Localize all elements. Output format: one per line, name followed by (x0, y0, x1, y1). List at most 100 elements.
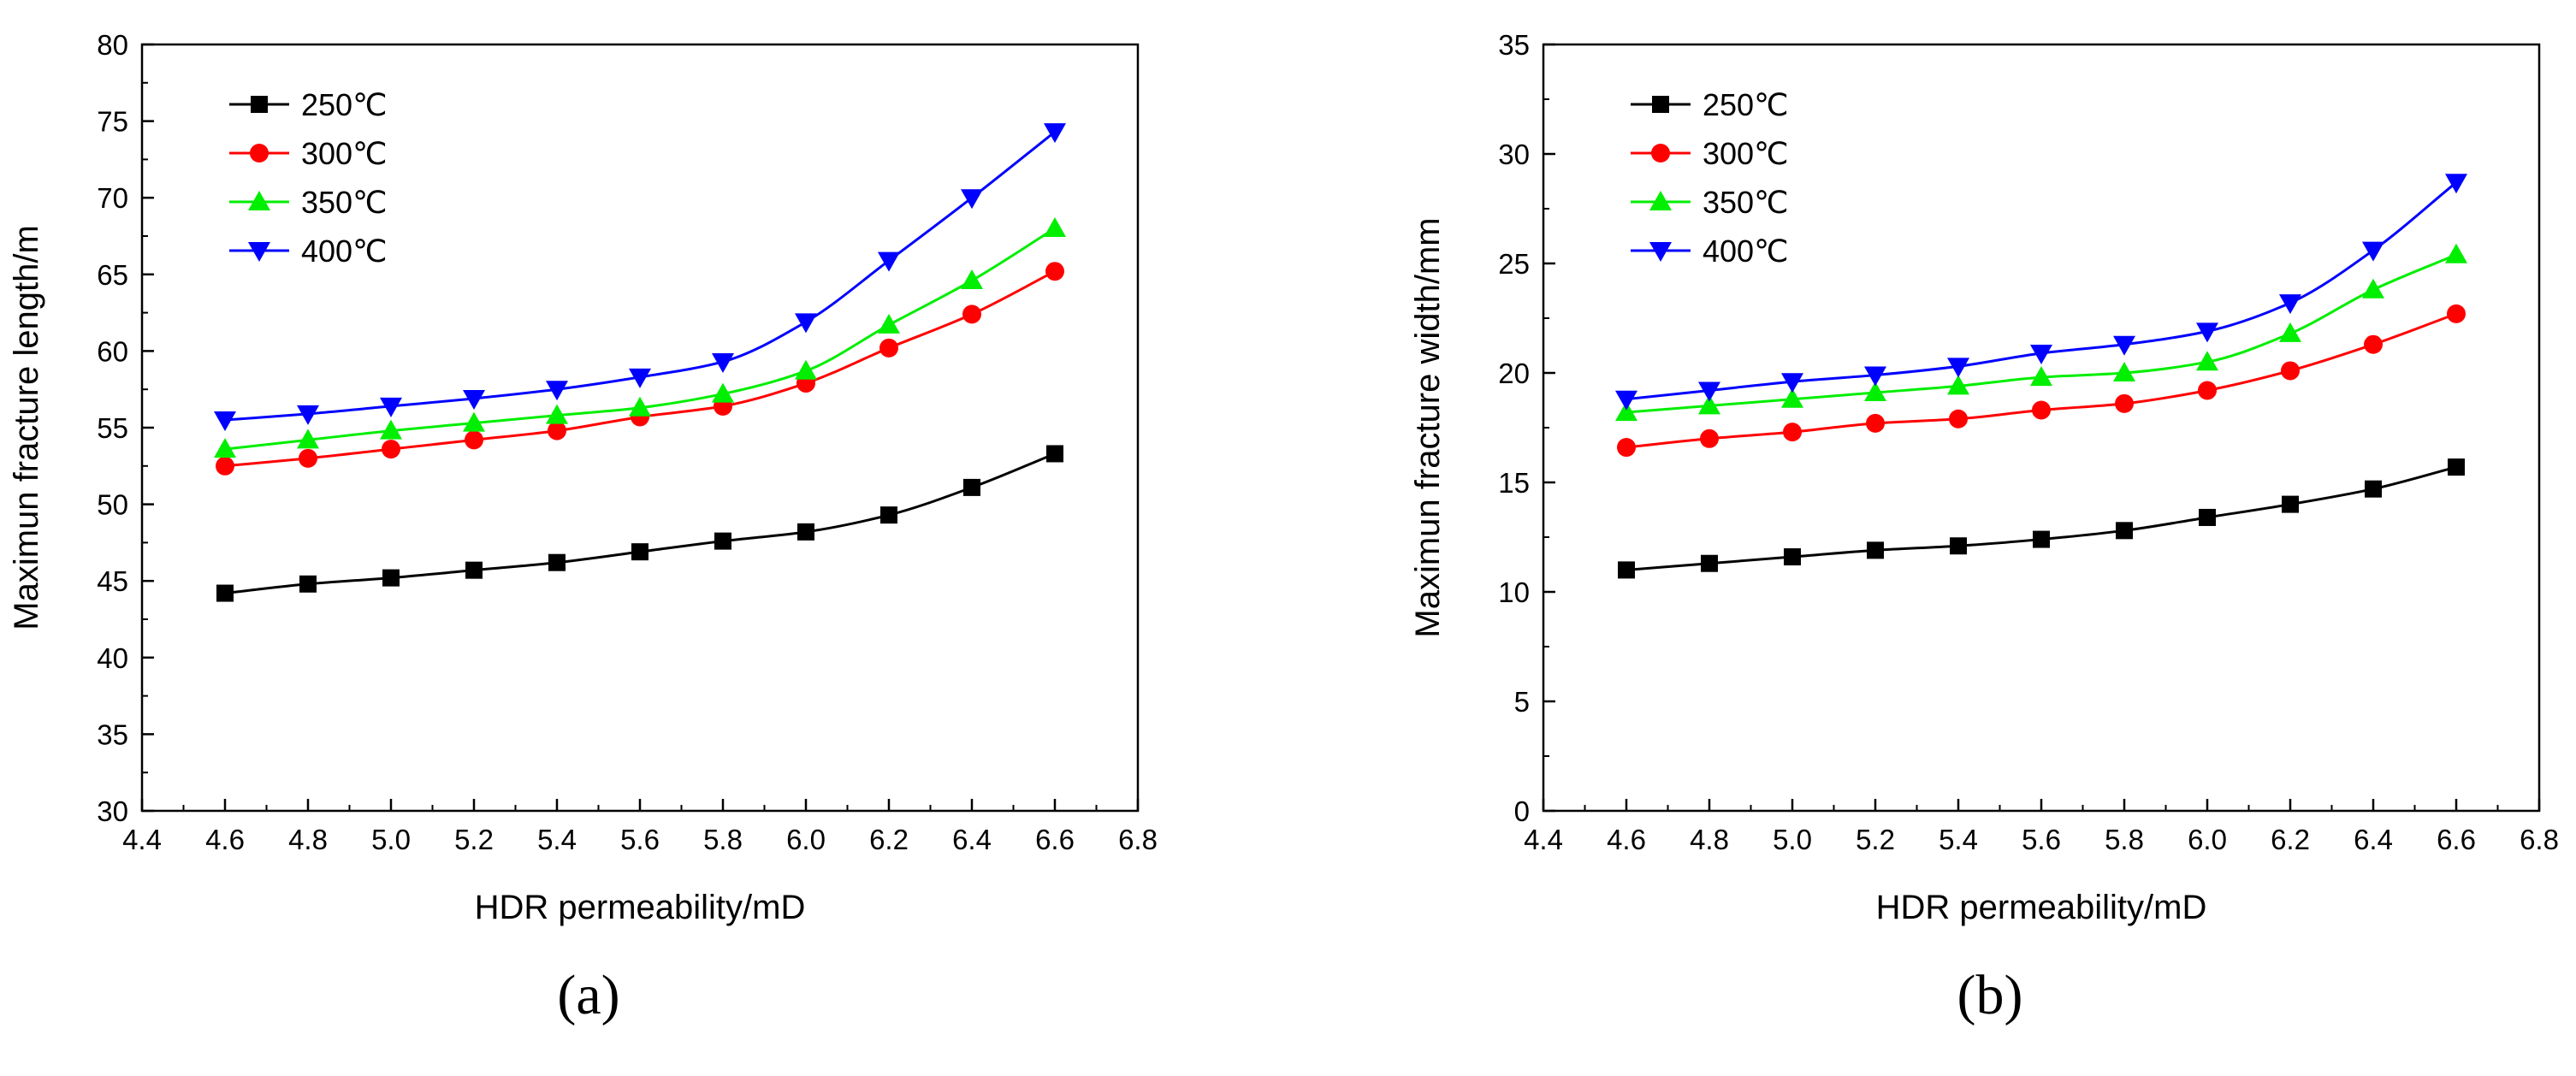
data-point (1045, 262, 1064, 281)
legend-label: 250℃ (1703, 87, 1789, 122)
data-point (1867, 541, 1884, 559)
data-point (629, 396, 651, 417)
data-point (961, 189, 983, 210)
data-point (2365, 480, 2382, 498)
x-tick-label: 5.0 (1773, 824, 1812, 855)
y-tick-label: 55 (97, 412, 128, 444)
data-point (2445, 174, 2467, 194)
x-tick-label: 5.2 (1856, 824, 1895, 855)
data-point (2033, 530, 2050, 548)
data-point (1700, 429, 1719, 448)
y-tick-label: 10 (1498, 576, 1530, 608)
x-tick-label: 6.8 (2520, 824, 2559, 855)
data-point (463, 389, 485, 410)
x-tick-label: 4.8 (288, 824, 328, 855)
data-point (546, 404, 568, 424)
data-point (631, 543, 648, 561)
x-tick-label: 4.4 (1524, 824, 1563, 855)
data-point (2448, 458, 2465, 476)
data-point (1947, 375, 1969, 395)
plot-frame (1542, 43, 2541, 813)
data-point (2199, 508, 2216, 526)
data-point (2030, 344, 2052, 364)
x-tick-label: 6.4 (952, 824, 992, 855)
data-point (1618, 561, 1635, 579)
legend-marker (1649, 191, 1672, 210)
data-point (961, 269, 983, 289)
chart-a: 4.4 4.6 4.8 5.0 5.2 5.4 5.6 5.8 6.0 6.2 6.4 6.6 6.8 3… (8, 29, 1158, 1026)
x-tick-label: 6.0 (786, 824, 826, 855)
data-point (1949, 409, 1968, 429)
data-point (2196, 322, 2218, 343)
data-point (1950, 537, 1967, 555)
data-point (878, 251, 900, 272)
series-triangle-up (1615, 243, 2467, 422)
legend: 250℃ 300℃ 350℃ 400℃ (229, 87, 388, 269)
data-point (216, 584, 234, 602)
panel-label: (b) (1957, 964, 2023, 1026)
data-point (1698, 394, 1720, 415)
data-point (2364, 334, 2383, 354)
data-point (1864, 366, 1886, 387)
series-line (1626, 465, 2457, 571)
data-point (214, 438, 236, 458)
data-point (299, 448, 317, 468)
data-point (2281, 361, 2300, 381)
data-point (879, 338, 898, 358)
data-point (2362, 278, 2384, 299)
data-point (2282, 495, 2299, 513)
data-point (548, 553, 566, 571)
series-line (224, 452, 1056, 595)
data-point (2362, 241, 2384, 262)
legend-marker (248, 191, 270, 210)
data-point (214, 411, 236, 432)
data-point (1698, 381, 1720, 402)
x-tick-label: 6.6 (1035, 824, 1075, 855)
data-point (1781, 387, 1803, 408)
data-point (297, 405, 319, 425)
series-line (224, 227, 1056, 451)
data-point (1615, 390, 1637, 411)
legend: 250℃ 300℃ 350℃ 400℃ (1631, 87, 1789, 269)
y-tick-label: 45 (97, 565, 128, 597)
legend-marker (1649, 242, 1672, 262)
x-tick-label: 5.0 (371, 824, 411, 855)
data-point (297, 429, 319, 449)
data-point (962, 304, 981, 324)
data-point (465, 430, 483, 450)
data-point (1701, 554, 1718, 572)
data-point (216, 456, 234, 476)
x-axis-label: HDR permeability/mD (1876, 889, 2207, 926)
data-point (2113, 335, 2135, 356)
data-point (797, 523, 814, 541)
legend-label: 350℃ (1703, 185, 1789, 220)
y-tick-label: 60 (97, 335, 128, 367)
y-tick-label: 30 (1498, 139, 1530, 170)
legend-label: 400℃ (301, 234, 388, 269)
legend-marker (250, 144, 269, 163)
y-tick-label: 5 (1514, 686, 1530, 718)
data-point (1866, 413, 1885, 433)
series-line (224, 130, 1056, 422)
data-point (878, 313, 900, 334)
data-point (1046, 445, 1063, 463)
x-tick-label: 6.8 (1118, 824, 1158, 855)
x-tick-label: 6.6 (2437, 824, 2476, 855)
data-point (2198, 381, 2217, 400)
data-point (712, 382, 734, 403)
data-point (1044, 123, 1066, 144)
data-point (880, 506, 897, 524)
data-point (629, 368, 651, 388)
data-point (712, 352, 734, 373)
data-point (714, 532, 731, 550)
data-point (1947, 358, 1969, 378)
series-square (1618, 458, 2465, 579)
legend-label: 300℃ (1703, 136, 1789, 171)
x-tick-label: 4.4 (122, 824, 162, 855)
y-tick-label: 65 (97, 259, 128, 291)
legend-label: 400℃ (1703, 234, 1789, 269)
data-point (382, 440, 400, 459)
y-tick-label: 40 (97, 642, 128, 674)
